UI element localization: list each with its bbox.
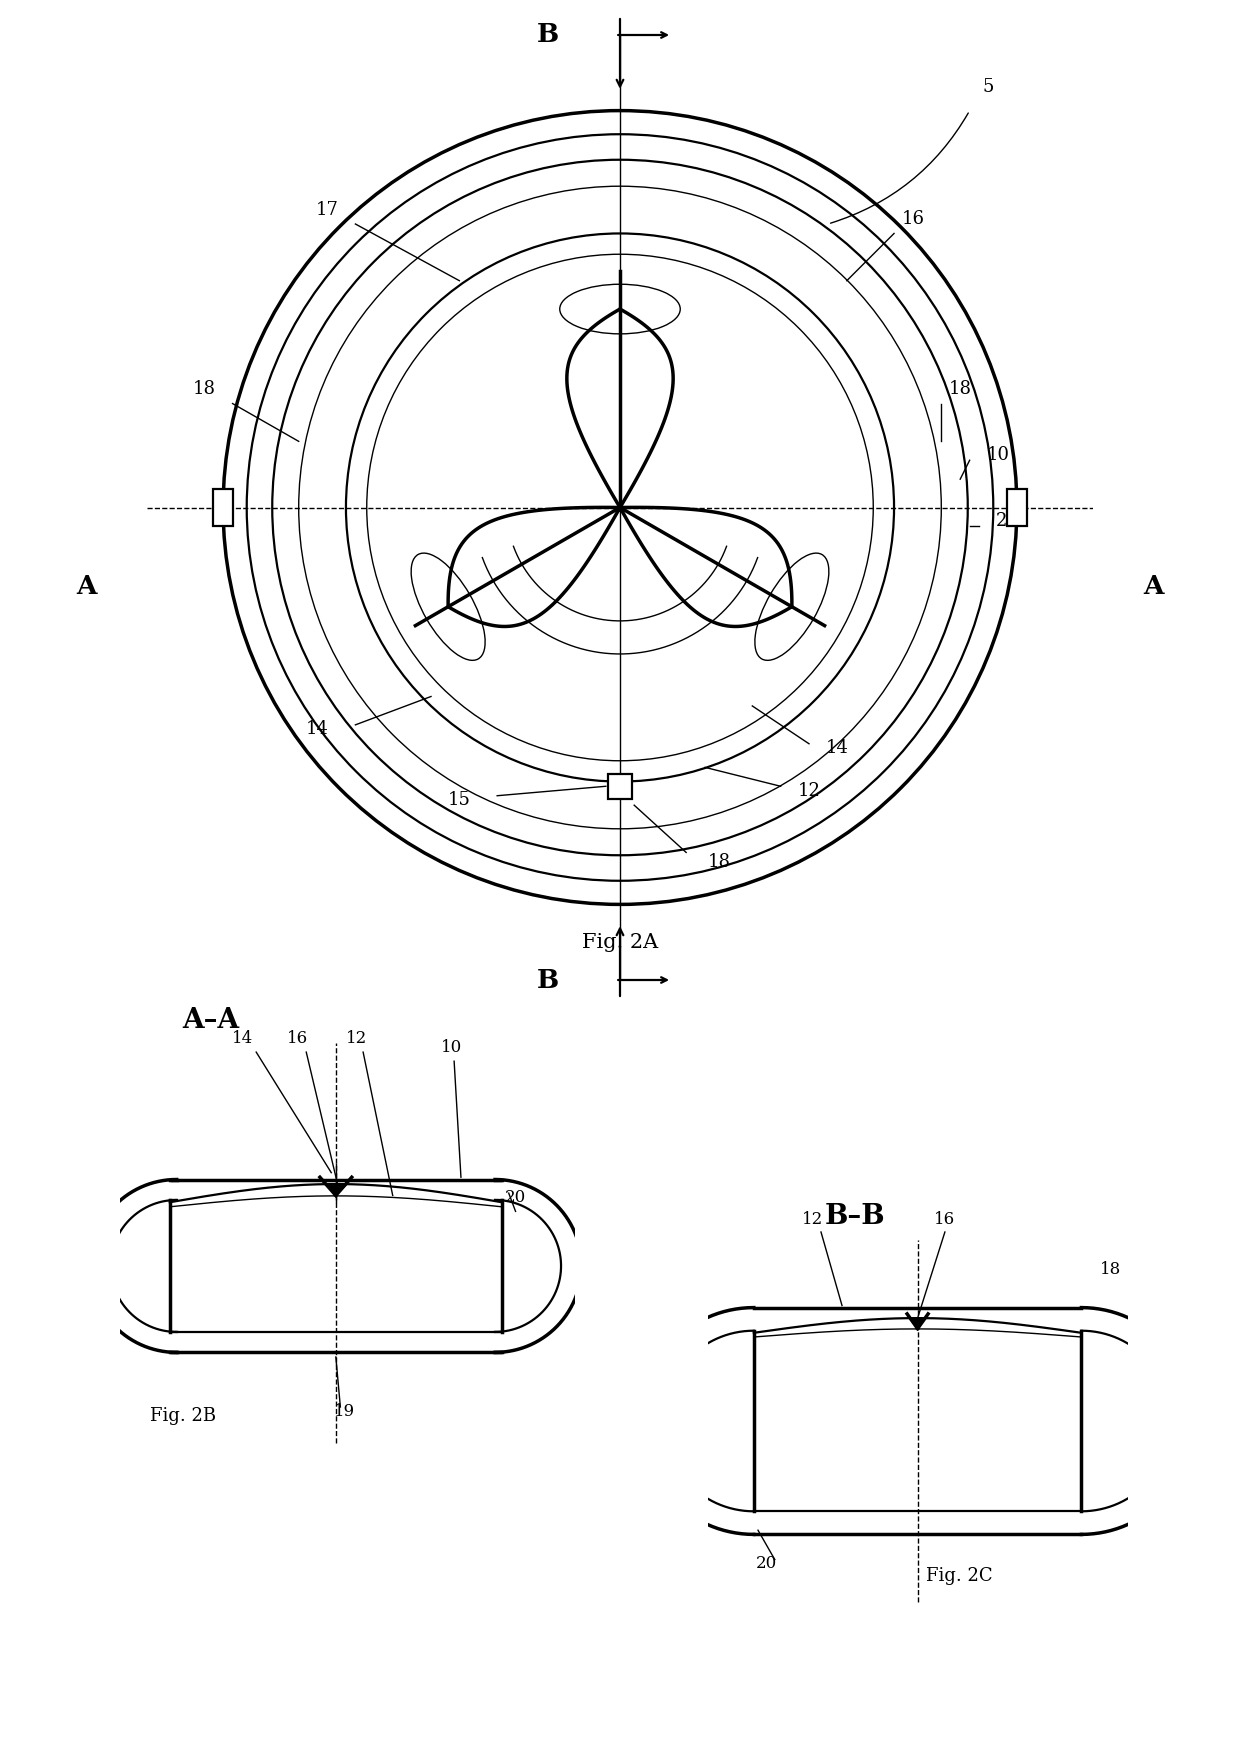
Text: 20: 20 xyxy=(996,513,1019,530)
Text: Fig. 2B: Fig. 2B xyxy=(150,1407,217,1424)
Text: 16: 16 xyxy=(901,210,925,228)
Text: A: A xyxy=(76,574,97,598)
Text: 10: 10 xyxy=(441,1040,463,1055)
Polygon shape xyxy=(910,1320,925,1328)
Text: 18: 18 xyxy=(192,380,216,397)
Text: 15: 15 xyxy=(448,791,471,808)
Bar xyxy=(213,488,233,527)
Text: 20: 20 xyxy=(505,1190,526,1206)
Text: 16: 16 xyxy=(286,1031,308,1046)
Text: 14: 14 xyxy=(306,721,329,738)
Text: 12: 12 xyxy=(802,1211,823,1227)
Text: B: B xyxy=(537,968,558,992)
Text: 17: 17 xyxy=(316,201,339,219)
Text: B: B xyxy=(537,23,558,47)
Text: 16: 16 xyxy=(934,1211,956,1227)
Text: 14: 14 xyxy=(826,738,849,758)
Bar xyxy=(1007,488,1027,527)
Text: B–B: B–B xyxy=(825,1202,885,1230)
Text: Fig. 2C: Fig. 2C xyxy=(926,1566,993,1586)
Text: 5: 5 xyxy=(983,77,994,96)
Text: 18: 18 xyxy=(708,852,730,870)
Text: 19: 19 xyxy=(335,1404,356,1419)
Text: 10: 10 xyxy=(987,446,1009,464)
Text: A: A xyxy=(1143,574,1164,598)
Text: 12: 12 xyxy=(346,1031,367,1046)
Text: 18: 18 xyxy=(1100,1262,1121,1278)
Text: 18: 18 xyxy=(949,380,972,397)
Text: 14: 14 xyxy=(232,1031,253,1046)
Text: Fig. 2A: Fig. 2A xyxy=(582,933,658,952)
Text: 20: 20 xyxy=(755,1556,777,1572)
Polygon shape xyxy=(325,1185,347,1195)
Bar xyxy=(608,774,632,798)
Text: A–A: A–A xyxy=(182,1006,239,1034)
Text: 12: 12 xyxy=(797,782,821,800)
